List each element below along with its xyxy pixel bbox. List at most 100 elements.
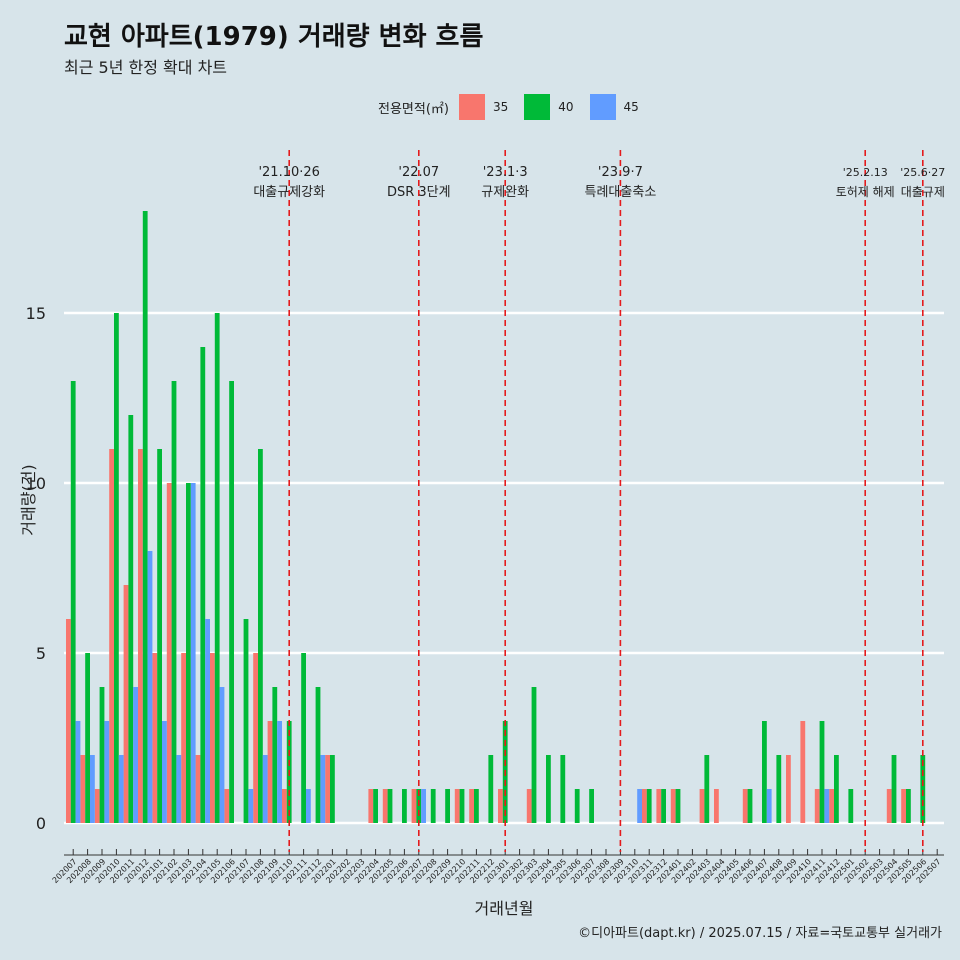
bar-40-202008 [85, 653, 90, 823]
bar-35-202406 [742, 789, 748, 823]
bar-35-202105 [210, 653, 215, 823]
bar-40-202108 [258, 449, 263, 823]
bar-35-202008 [80, 755, 86, 823]
bar-40-202408 [776, 755, 782, 823]
bar-35-202110 [282, 789, 287, 823]
event-date: '25.2.13 [843, 166, 888, 179]
bar-40-202101 [157, 449, 162, 823]
legend: 전용면적(㎡) 35 40 45 [378, 92, 655, 122]
bar-40-202105 [214, 313, 220, 823]
legend-key-35 [458, 94, 485, 120]
bar-40-202401 [675, 789, 681, 823]
bar-45-202112 [320, 755, 326, 823]
bar-35-202204 [368, 789, 374, 823]
legend-key-40 [524, 94, 551, 120]
bar-35-202009 [94, 789, 100, 823]
event-date: '23.9·7 [598, 165, 643, 180]
bar-45-202009 [104, 721, 110, 823]
bar-40-202210 [459, 789, 465, 823]
bar-35-202412 [829, 789, 834, 823]
bar-45-202107 [248, 789, 254, 823]
bar-40-202107 [243, 619, 249, 823]
bar-40-202411 [819, 721, 825, 823]
bar-40-202208 [430, 789, 436, 823]
bar-40-202204 [373, 789, 378, 823]
bar-35-202303 [526, 789, 532, 823]
bar-35-202012 [138, 449, 143, 823]
bar-45-202109 [277, 721, 282, 823]
bar-45-202411 [824, 789, 830, 823]
bar-35-202102 [166, 483, 172, 823]
bar-40-202306 [574, 789, 580, 823]
bar-40-202303 [531, 687, 537, 823]
event-label: 규제완화 [481, 185, 529, 200]
bar-40-202312 [661, 789, 666, 823]
event-date: '23.1·3 [483, 165, 528, 180]
bar-40-202504 [891, 755, 897, 823]
bar-35-202104 [195, 755, 201, 823]
bar-40-202304 [546, 755, 551, 823]
bar-40-202111 [301, 653, 306, 823]
event-date: '22.07 [398, 165, 439, 180]
bar-35-202103 [181, 653, 186, 823]
bar-45-202010 [118, 755, 124, 823]
chart-subtitle: 최근 5년 한정 확대 차트 [64, 58, 228, 77]
bar-45-202101 [162, 721, 167, 823]
bar-35-202411 [814, 789, 820, 823]
legend-label-35: 35 [492, 100, 509, 114]
bar-40-202311 [646, 789, 652, 823]
bar-40-202305 [560, 755, 566, 823]
bar-45-202108 [262, 755, 268, 823]
event-label: 특례대출축소 [585, 185, 657, 200]
bar-35-202401 [670, 789, 676, 823]
bar-45-202207 [421, 789, 426, 823]
bar-40-202106 [229, 381, 234, 823]
bar-40-202007 [70, 381, 76, 823]
bar-35-202505 [901, 789, 906, 823]
bar-45-202407 [766, 789, 772, 823]
bar-40-202201 [330, 755, 335, 823]
bar-40-202407 [762, 721, 767, 823]
bar-45-202008 [90, 755, 95, 823]
bar-45-202102 [176, 755, 182, 823]
bar-35-202403 [699, 789, 705, 823]
event-label: 토허제 해제 [836, 185, 895, 199]
bar-40-202505 [906, 789, 911, 823]
bar-35-202409 [786, 755, 791, 823]
bar-40-202209 [445, 789, 450, 823]
bar-35-202101 [152, 653, 158, 823]
legend-key-45 [589, 94, 616, 120]
event-date: '21.10·26 [258, 165, 319, 180]
bar-40-202103 [186, 483, 191, 823]
bar-35-202211 [469, 789, 474, 823]
x-axis-title: 거래년월 [475, 899, 534, 918]
bar-40-202112 [315, 687, 321, 823]
bar-35-202011 [123, 585, 129, 823]
bar-40-202211 [474, 789, 479, 823]
bar-45-202310 [637, 789, 642, 823]
bar-40-202010 [114, 313, 119, 823]
bar-35-202106 [224, 789, 230, 823]
bar-35-202404 [714, 789, 719, 823]
bar-40-202501 [848, 789, 854, 823]
bar-35-202108 [253, 653, 258, 823]
bar-45-202012 [147, 551, 153, 823]
legend-label-40: 40 [558, 100, 574, 114]
y-tick-label: 0 [36, 814, 46, 833]
legend-label-45: 45 [623, 100, 639, 114]
bar-40-202009 [99, 687, 105, 823]
event-label: 대출규제강화 [253, 185, 325, 200]
event-label: DSR 3단계 [387, 185, 451, 200]
bar-45-202111 [306, 789, 311, 823]
bar-45-202103 [190, 483, 196, 823]
bar-35-202504 [886, 789, 892, 823]
bar-35-202201 [325, 755, 330, 823]
bar-35-202205 [382, 789, 388, 823]
caption: ©디아파트(dapt.kr) / 2025.07.15 / 자료=국토교통부 실… [578, 926, 942, 941]
bar-40-202307 [589, 789, 594, 823]
y-tick-label: 15 [26, 304, 46, 323]
bar-40-202109 [272, 687, 278, 823]
y-tick-label: 10 [26, 474, 46, 493]
bar-40-202012 [142, 211, 148, 823]
